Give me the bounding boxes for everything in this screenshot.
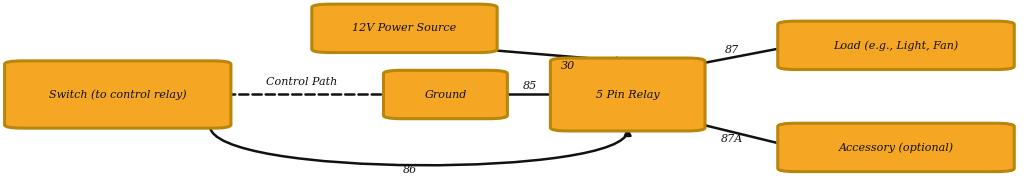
Text: Switch (to control relay): Switch (to control relay) [49, 89, 186, 100]
Text: Control Path: Control Path [266, 77, 338, 87]
Text: Ground: Ground [424, 90, 467, 99]
FancyBboxPatch shape [5, 61, 231, 128]
Text: Accessory (optional): Accessory (optional) [839, 142, 953, 153]
Text: 87A: 87A [721, 134, 743, 144]
Text: 86: 86 [402, 165, 417, 175]
Text: 12V Power Source: 12V Power Source [352, 23, 457, 33]
Text: Load (e.g., Light, Fan): Load (e.g., Light, Fan) [834, 40, 958, 51]
FancyBboxPatch shape [383, 70, 508, 119]
Text: 5 Pin Relay: 5 Pin Relay [596, 90, 659, 99]
FancyBboxPatch shape [551, 58, 705, 131]
FancyBboxPatch shape [311, 4, 498, 53]
Text: 85: 85 [523, 81, 538, 91]
FancyBboxPatch shape [778, 123, 1014, 172]
FancyBboxPatch shape [778, 21, 1014, 70]
Text: 30: 30 [561, 61, 575, 71]
FancyArrowPatch shape [210, 126, 631, 165]
Text: 87: 87 [725, 45, 739, 55]
